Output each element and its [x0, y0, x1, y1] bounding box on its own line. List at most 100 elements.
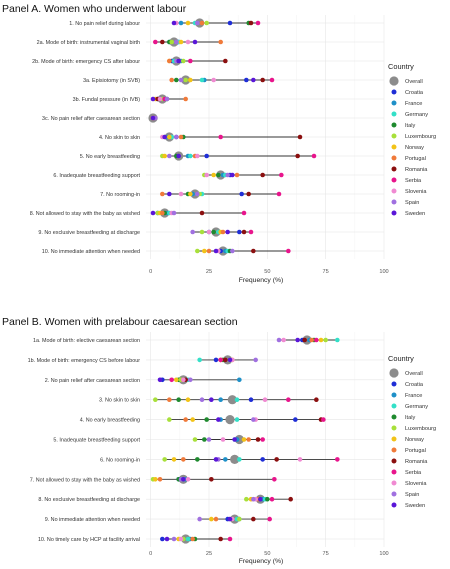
point-germany [237, 457, 242, 462]
category-label: 1b. Mode of birth: emergency CS before l… [28, 358, 141, 364]
point-romania [288, 496, 293, 502]
legend-item-france: France [391, 100, 422, 107]
point-germany [234, 417, 240, 422]
legend-label: Croatia [405, 90, 424, 96]
point-romania [302, 337, 307, 343]
point-portugal [167, 397, 172, 403]
category-label: 2a. Mode of birth: instrumental vaginal … [37, 40, 140, 46]
category-row: 3b. Fundal pressure (in IVB) [73, 94, 188, 104]
panel-a-title: Panel A. Women who underwent labour [2, 3, 187, 15]
point-serbia [321, 417, 326, 422]
panel-b-title: Panel B. Women with prelabour caesarean … [2, 316, 238, 328]
point-norway [190, 417, 195, 422]
point-romania [241, 229, 247, 235]
legend-swatch [391, 425, 397, 431]
point-serbia [267, 516, 272, 522]
point-luxembourg [167, 417, 172, 422]
point-spain [174, 39, 179, 45]
point-germany [199, 77, 205, 83]
point-spain [171, 536, 177, 542]
x-tick-label: 100 [379, 269, 388, 275]
legend-label: Spain [405, 492, 419, 498]
category-label: 3c. No pain relief after caesarean secti… [42, 116, 140, 122]
point-sweden [150, 210, 156, 216]
point-overall [302, 335, 312, 345]
point-serbia [248, 229, 254, 235]
category-label: 1. No pain relief during labour [69, 21, 140, 27]
point-croatia [227, 20, 233, 26]
category-row: 1b. Mode of birth: emergency CS before l… [28, 355, 258, 365]
point-sweden [209, 397, 214, 403]
point-portugal [169, 77, 174, 83]
legend-swatch [391, 133, 397, 139]
category-row: 7. No rooming-in [100, 189, 282, 199]
legend-item-romania: Romania [391, 458, 428, 465]
x-tick-label: 0 [149, 551, 152, 557]
point-overall [225, 415, 235, 425]
point-portugal [157, 477, 163, 482]
legend-label: Serbia [405, 178, 422, 184]
category-row: 2b. Mode of birth: emergency CS after la… [32, 56, 228, 66]
point-overall [190, 189, 200, 199]
point-norway [188, 191, 193, 197]
legend-item-spain: Spain [391, 491, 419, 498]
x-tick-label: 0 [149, 269, 152, 275]
legend-label: Luxembourg [405, 426, 436, 432]
point-spain [171, 210, 177, 216]
legend-item-overall: Overall [389, 368, 423, 378]
point-spain [199, 397, 205, 403]
category-row: 9. No immediate attention when needed [45, 514, 272, 524]
point-romania [160, 39, 165, 45]
point-sweden [167, 191, 172, 197]
legend-swatch [391, 447, 397, 453]
category-row: 6. Inadequate breastfeeding support [53, 170, 284, 180]
point-spain [253, 357, 258, 363]
category-row: 8. Not allowed to stay with the baby as … [30, 208, 247, 218]
legend-label: Croatia [405, 382, 424, 388]
category-row: 4. No skin to skin [99, 132, 303, 142]
point-norway [211, 172, 216, 178]
point-norway [171, 457, 177, 462]
point-portugal [178, 134, 184, 140]
point-overall [223, 355, 233, 365]
category-row: 4. No early breastfeeding [80, 415, 326, 425]
category-label: 7. Not allowed to stay with the baby as … [30, 477, 140, 483]
point-italy [211, 229, 216, 235]
legend-label: Overall [405, 371, 423, 377]
legend-label: Romania [405, 459, 428, 465]
category-label: 3a. Episiotomy (in SVB) [83, 78, 140, 84]
point-germany [185, 536, 191, 542]
point-spain [167, 153, 172, 159]
point-sweden [181, 477, 186, 482]
panel-b-grid [146, 332, 385, 547]
legend-item-france: France [391, 392, 422, 399]
point-spain [178, 77, 184, 83]
point-croatia [244, 77, 249, 83]
point-sweden [227, 516, 233, 522]
point-overall [230, 514, 240, 524]
point-croatia [239, 191, 244, 197]
x-tick-label: 100 [379, 551, 388, 557]
point-france [223, 457, 228, 462]
legend-item-spain: Spain [391, 199, 419, 206]
x-tick-label: 75 [323, 551, 329, 557]
point-france [178, 20, 184, 26]
point-portugal [309, 337, 314, 343]
point-portugal [220, 229, 226, 235]
legend-swatch [391, 392, 397, 398]
point-romania [297, 134, 303, 140]
point-slovenia [281, 337, 286, 343]
legend-swatch [391, 111, 397, 117]
point-italy [174, 77, 179, 83]
point-spain [188, 377, 193, 383]
point-slovenia [185, 39, 191, 45]
legend-item-norway: Norway [391, 436, 424, 443]
point-spain [230, 248, 235, 254]
point-romania [260, 172, 265, 178]
legend-label: France [405, 101, 422, 107]
point-slovenia [195, 153, 200, 159]
legend-item-slovenia: Slovenia [391, 480, 427, 487]
point-serbia [314, 337, 319, 343]
point-slovenia [206, 229, 212, 235]
